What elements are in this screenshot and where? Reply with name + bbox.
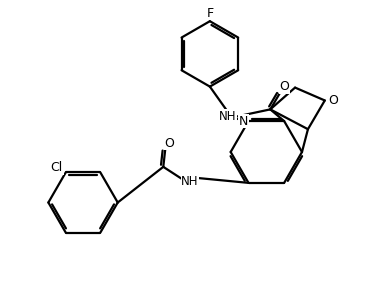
Text: Cl: Cl <box>51 161 63 174</box>
Text: O: O <box>164 136 174 150</box>
Text: O: O <box>328 94 338 107</box>
Text: NH: NH <box>181 175 199 188</box>
Text: NH: NH <box>219 110 236 123</box>
Text: O: O <box>279 80 289 93</box>
Text: F: F <box>206 7 213 20</box>
Text: N: N <box>239 115 248 128</box>
